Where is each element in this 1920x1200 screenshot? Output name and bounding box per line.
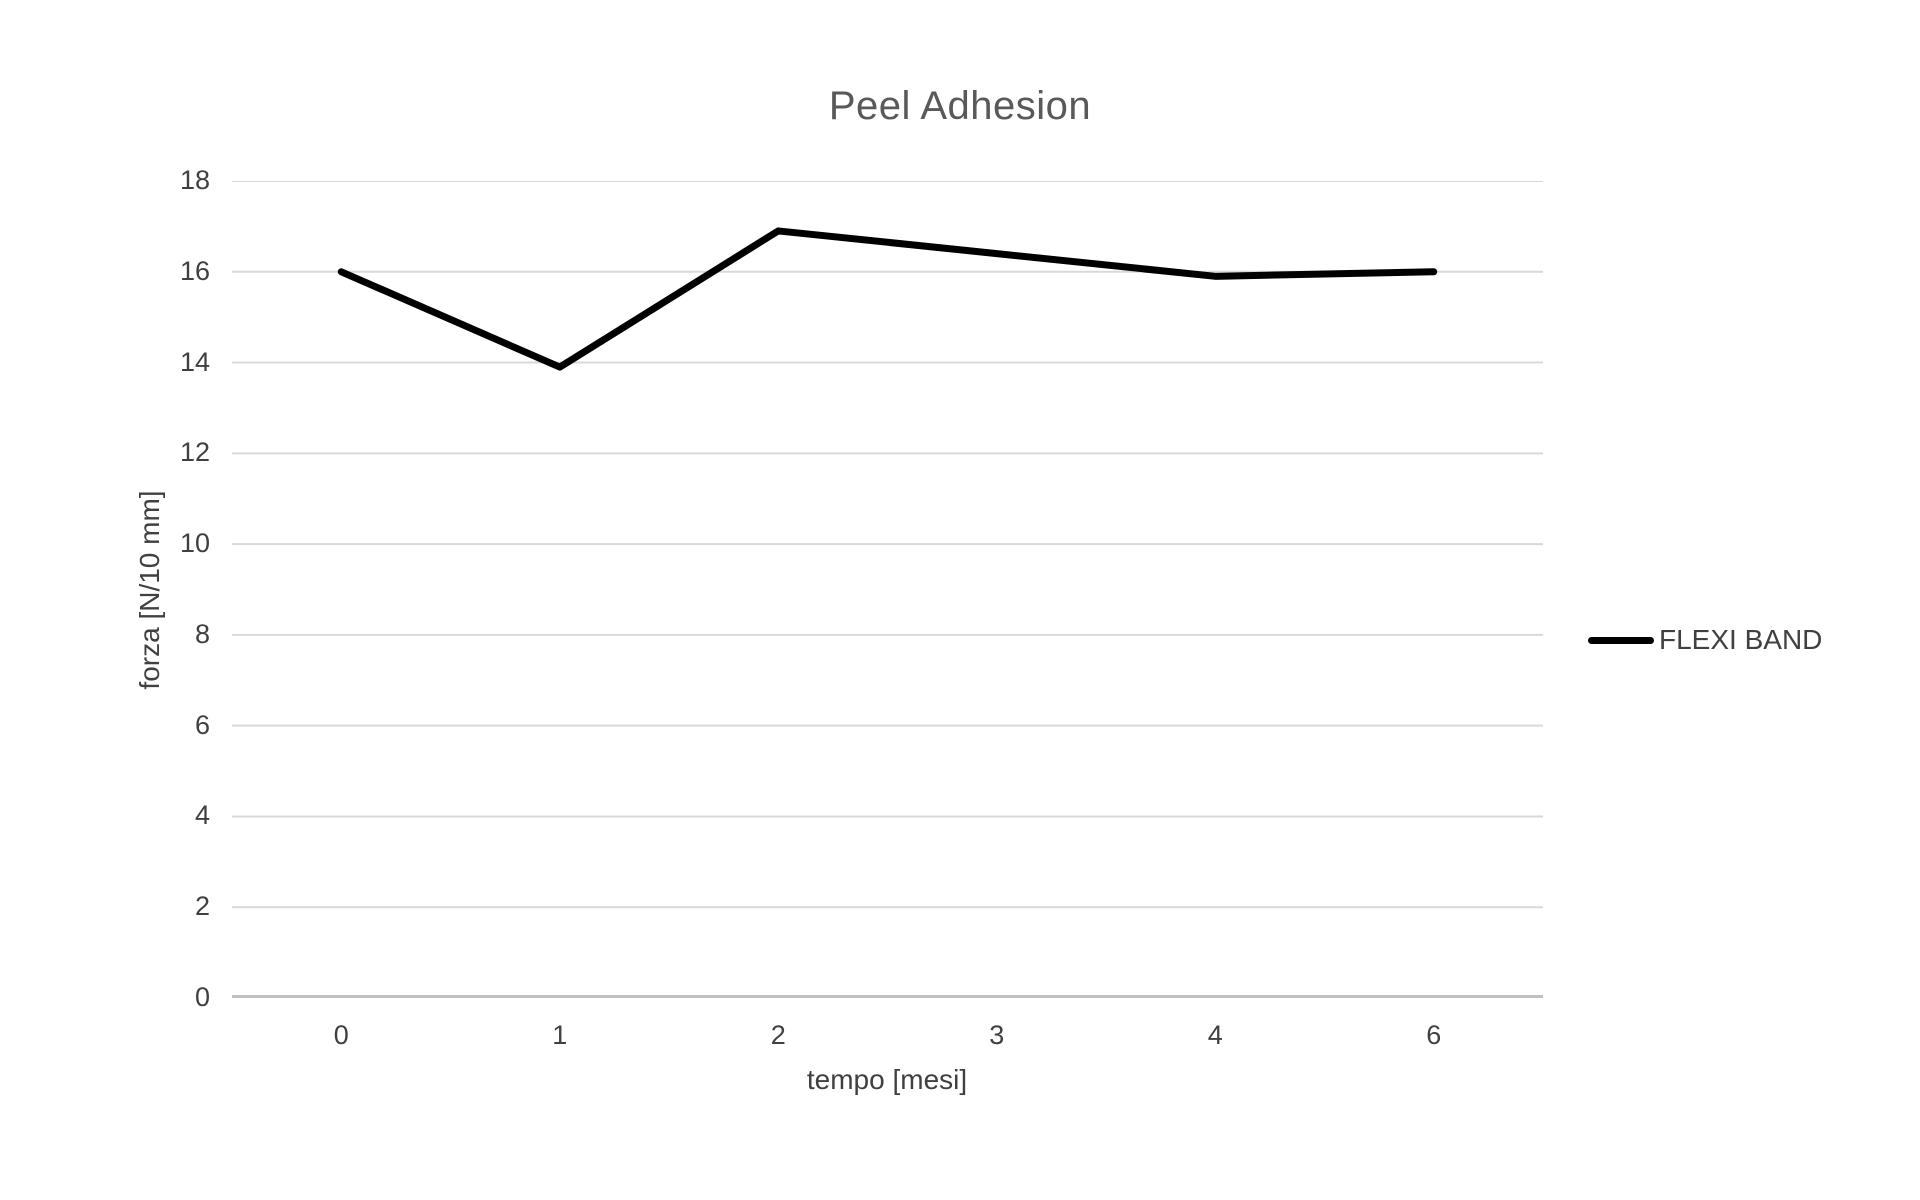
y-axis-title: forza [N/10 mm] — [134, 490, 165, 690]
y-axis-tick-label: 10 — [179, 528, 210, 559]
series-line — [337, 227, 1438, 371]
y-axis-tick-label: 4 — [194, 800, 210, 831]
y-axis-tick-label: 8 — [194, 618, 210, 649]
legend-series-label: FLEXI BAND — [1659, 624, 1823, 655]
x-axis-tick-label: 2 — [770, 1020, 786, 1050]
x-axis-tick-label: 3 — [989, 1020, 1005, 1050]
chart-title: Peel Adhesion — [828, 84, 1092, 128]
y-axis-tick-label: 14 — [179, 346, 210, 377]
y-axis-tick-label: 6 — [194, 709, 210, 740]
legend-line-swatch — [1588, 636, 1654, 644]
y-axis-tick-label: 18 — [179, 164, 210, 195]
x-axis-tick-label: 4 — [1207, 1020, 1223, 1050]
plot-area — [232, 181, 1543, 998]
y-axis-tick-label: 0 — [194, 981, 210, 1012]
x-axis-tick-label: 6 — [1426, 1020, 1442, 1050]
x-axis-tick-label: 0 — [333, 1020, 349, 1050]
y-axis-tick-label: 12 — [179, 437, 210, 468]
y-axis-tick-label: 2 — [194, 891, 210, 922]
legend: FLEXI BAND — [1588, 626, 1822, 654]
y-axis-tick-label: 16 — [179, 255, 210, 286]
x-axis-title: tempo [mesi] — [806, 1064, 968, 1095]
x-axis-tick-label: 1 — [552, 1020, 568, 1050]
